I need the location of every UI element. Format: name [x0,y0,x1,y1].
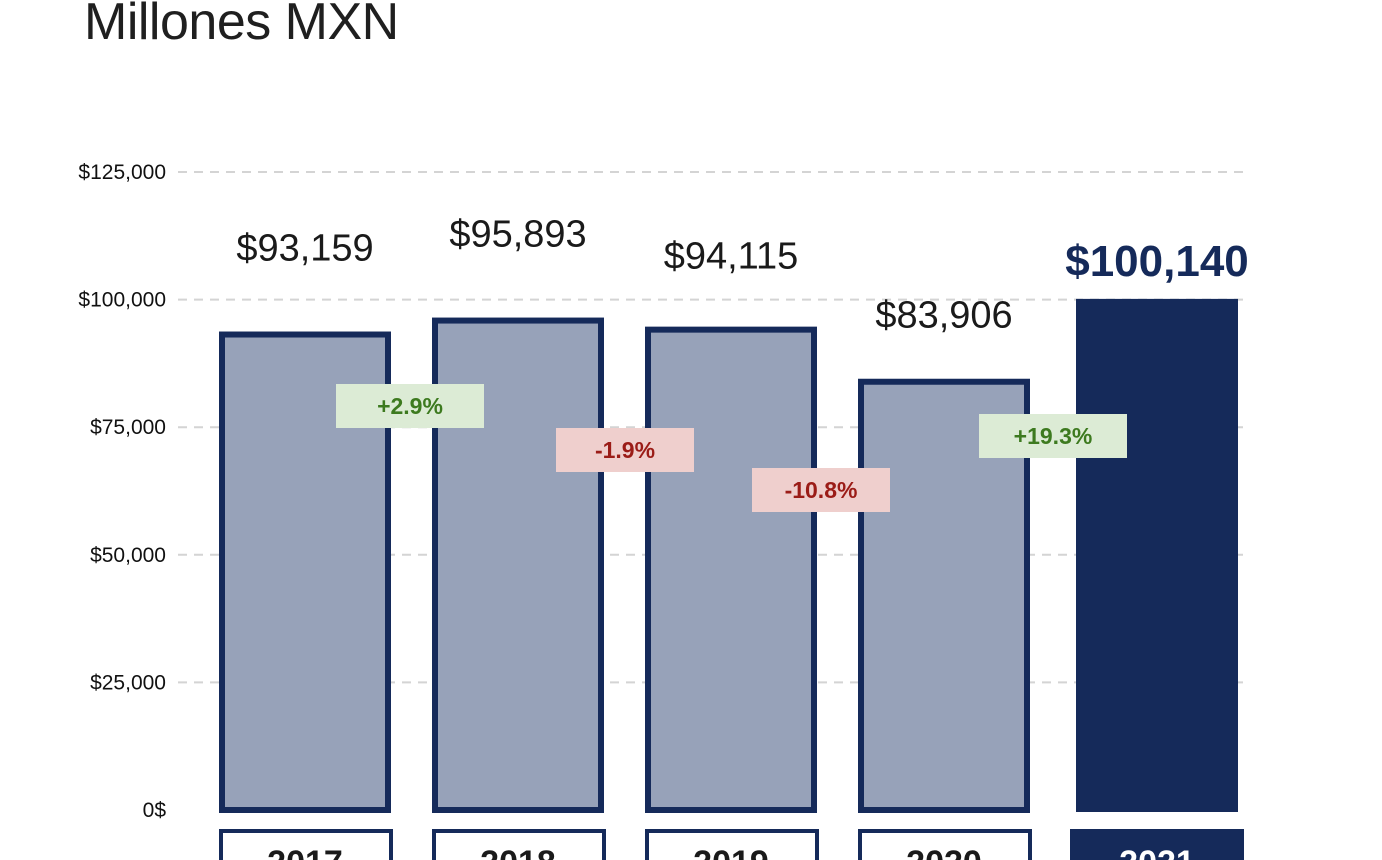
y-tick-label: $50,000 [90,544,166,567]
y-tick-label: $125,000 [78,161,166,184]
x-category-bg [858,829,1032,860]
x-category-label: 2021 [1119,844,1195,860]
bar-value-label: $93,159 [236,228,373,270]
bar-value-label: $95,893 [449,214,586,256]
x-category-bg [219,829,393,860]
x-category-label: 2019 [693,844,769,860]
bar-value-label: $83,906 [875,295,1012,337]
value-labels: $93,159 $95,893 $94,115 $83,906 $100,140 [236,214,1248,337]
y-tick-label: 0$ [143,799,167,822]
change-badge: -1.9% [556,428,694,472]
change-badge-bg [556,428,694,472]
x-category-label: 2020 [906,844,982,860]
change-badge: -10.8% [752,468,890,512]
bar [645,326,817,813]
x-category-box: 2021 [1070,829,1244,860]
x-category-bg [645,829,819,860]
bar [432,317,604,813]
change-badge: +19.3% [979,414,1127,458]
bar [1076,298,1238,812]
x-category-bg [432,829,606,860]
bars [219,298,1238,813]
change-badge-bg [979,414,1127,458]
x-category-box: 2017 [219,829,393,860]
change-badge-bg [336,384,484,428]
x-category-label: 2017 [267,844,343,860]
change-badge-label: +2.9% [377,393,443,419]
change-badge-label: +19.3% [1014,423,1093,449]
bar [858,378,1030,813]
y-tick-label: $25,000 [90,671,166,694]
chart-subtitle: Millones MXN [84,0,399,51]
change-badge-bg [752,468,890,512]
x-category-box: 2019 [645,829,819,860]
x-category-label: 2018 [480,844,556,860]
bar-value-label: $94,115 [664,236,799,278]
x-category-box: 2020 [858,829,1032,860]
change-badge: +2.9% [336,384,484,428]
change-badges: +2.9% -1.9% -10.8% +19.3% [336,384,1127,512]
y-tick-label: $75,000 [90,416,166,439]
bar-value-label: $100,140 [1065,237,1249,286]
x-category-bg [1070,829,1244,860]
x-category-box: 2018 [432,829,606,860]
x-axis-labels: 2017 2018 2019 2020 2021 [219,829,1244,860]
change-badge-label: -1.9% [595,437,655,463]
change-badge-label: -10.8% [785,477,858,503]
y-axis-ticks: 0$ $25,000 $50,000 $75,000 $100,000 $125,000 [78,161,166,822]
y-tick-label: $100,000 [78,289,166,312]
